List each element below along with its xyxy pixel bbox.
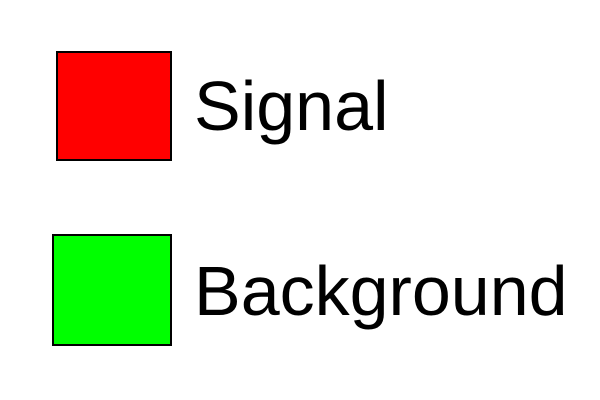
legend-label-background: Background (194, 252, 568, 330)
legend-swatch-signal (56, 51, 172, 161)
legend-swatch-background (52, 234, 172, 346)
legend-label-signal: Signal (194, 67, 389, 145)
